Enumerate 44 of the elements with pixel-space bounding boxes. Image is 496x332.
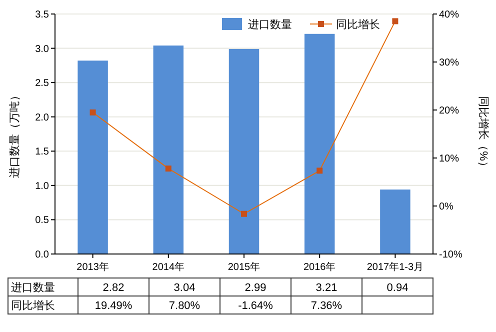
y-tick-label: 0.0 <box>35 250 50 260</box>
x-tick-label: 2017年1-3月 <box>366 261 424 273</box>
y-tick-label: 3.0 <box>35 44 50 55</box>
y2-axis-title: 同比增长（%） <box>477 96 490 172</box>
bar <box>380 190 410 254</box>
y-tick-label: 2.5 <box>35 78 50 90</box>
y2-tick-label: -10% <box>439 250 462 260</box>
point <box>90 109 96 116</box>
y-tick-label: 0.5 <box>35 215 50 226</box>
y-axis-title: 进口数量（万吨） <box>8 90 21 178</box>
legend-label: 同比增长 <box>336 18 380 31</box>
y2-tick-label: 10% <box>439 154 460 164</box>
x-tick-label: 2016年 <box>303 261 336 273</box>
bar <box>228 48 260 254</box>
y2-tick-label: 0% <box>439 202 454 212</box>
data-label: 19.49% <box>94 300 132 312</box>
data-label: 2.99 <box>244 282 266 294</box>
point <box>165 166 172 172</box>
x-tick-label: 2015年 <box>228 261 260 273</box>
data-label: 7.36% <box>310 300 342 312</box>
data-label: 3.21 <box>316 282 338 294</box>
text: 进口数量 <box>11 282 55 294</box>
point <box>316 168 323 174</box>
x-tick-label: 2013年 <box>76 261 109 273</box>
bar <box>153 46 184 254</box>
y-tick-label: 1.5 <box>35 146 50 158</box>
x-tick-label: 2014年 <box>152 261 185 273</box>
y2-tick-label: 20% <box>439 106 460 116</box>
bar <box>78 60 108 254</box>
y-tick-label: 3.5 <box>35 10 50 20</box>
y-tick-label: 1.0 <box>35 180 50 192</box>
y-tick-label: 2.0 <box>35 112 50 124</box>
data-label: 7.80% <box>168 300 200 312</box>
legend-label: 进口数量 <box>248 18 292 31</box>
point <box>241 210 247 217</box>
data-label: -1.64% <box>238 300 274 312</box>
point <box>392 18 398 24</box>
data-label: 0.94 <box>386 282 408 294</box>
y2-tick-label: 40% <box>439 10 460 20</box>
bar <box>304 34 335 254</box>
y2-tick-label: 30% <box>439 58 460 68</box>
data-label: 3.04 <box>174 282 196 294</box>
data-label: 2.82 <box>102 282 124 294</box>
text: 同比增长 <box>11 300 55 312</box>
